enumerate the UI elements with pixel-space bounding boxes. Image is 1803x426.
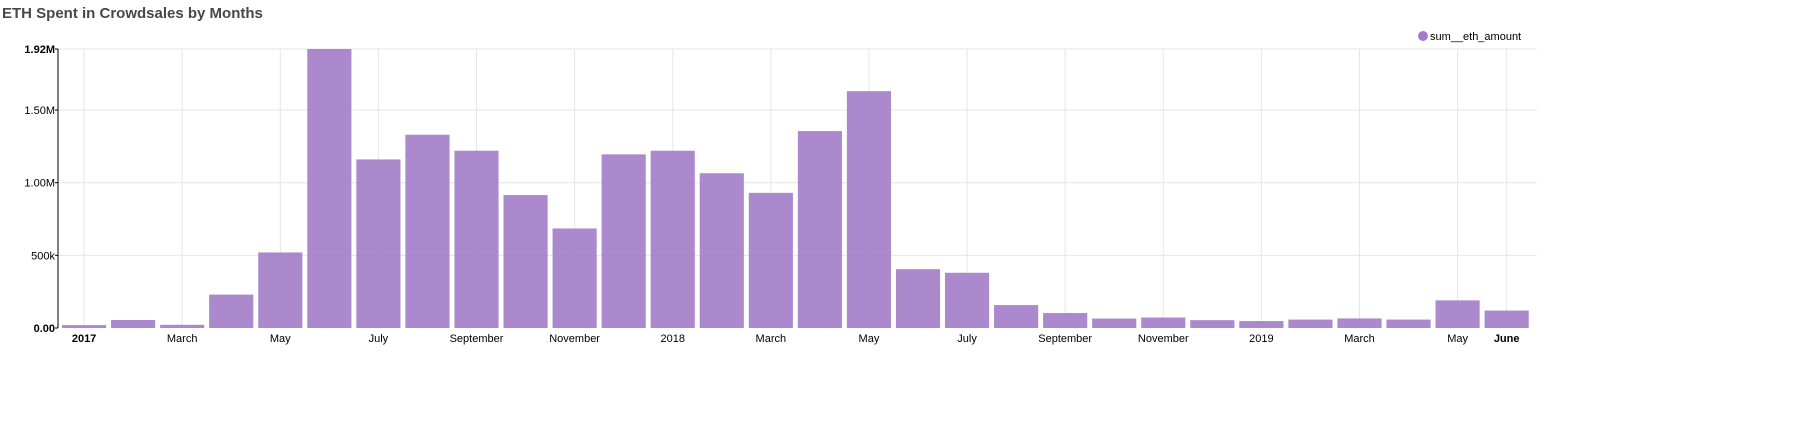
bar-2018-02: [699, 173, 744, 328]
bar-2019-05: [1435, 300, 1480, 328]
bar-2017-05: [258, 252, 303, 328]
bar-2017-08: [405, 134, 450, 328]
y-tick-label: 500k: [31, 250, 55, 262]
x-tick-label: November: [549, 333, 600, 345]
bar-2018-11: [1141, 317, 1186, 328]
bar-2017-11: [552, 228, 597, 328]
legend-label: sum__eth_amount: [1430, 31, 1521, 43]
bar-2018-07: [944, 272, 990, 328]
bar-2017-03: [160, 324, 205, 328]
y-axis-ticks: 0.00 500k 1.00M 1.50M 1.92M: [24, 44, 58, 335]
bar-2017-02: [111, 320, 156, 328]
bar-2017-06: [307, 49, 352, 328]
bar-2018-09: [1043, 313, 1088, 328]
bars: [62, 49, 1529, 328]
bar-2018-06: [895, 269, 941, 328]
legend-marker: [1418, 31, 1428, 41]
bar-2018-01: [650, 150, 695, 328]
bar-2017-09: [454, 150, 499, 328]
x-tick-label: March: [756, 333, 787, 345]
x-tick-label: September: [450, 333, 504, 345]
x-tick-label: May: [270, 333, 291, 345]
x-tick-label: July: [369, 333, 389, 345]
bar-2017-12: [601, 154, 646, 328]
bar-2018-08: [994, 305, 1039, 328]
bar-2019-01: [1239, 321, 1284, 328]
x-tick-label: September: [1038, 333, 1092, 345]
x-tick-label: July: [957, 333, 977, 345]
bar-2019-04: [1386, 319, 1431, 328]
bar-2018-04: [797, 131, 842, 328]
x-tick-label: March: [167, 333, 198, 345]
bar-2019-03: [1337, 318, 1382, 328]
y-tick-label: 1.92M: [24, 44, 55, 56]
x-axis-ticks: 2017 March May July September November 2018 Mar…: [72, 333, 1520, 345]
bar-2018-10: [1092, 318, 1137, 328]
chart-title: ETH Spent in Crowdsales by Months: [2, 5, 263, 22]
bar-2019-02: [1288, 319, 1333, 328]
bar-2018-03: [748, 192, 793, 328]
x-tick-label: 2019: [1249, 333, 1273, 345]
x-tick-label: 2017: [72, 333, 96, 345]
legend[interactable]: sum__eth_amount: [1418, 31, 1521, 43]
bar-2017-07: [356, 159, 401, 328]
x-tick-label: November: [1138, 333, 1189, 345]
bar-2018-05: [846, 91, 892, 328]
bar-2019-06: [1484, 310, 1529, 328]
x-tick-label: May: [1447, 333, 1468, 345]
bar-2017-01: [62, 325, 107, 328]
x-tick-label: March: [1344, 333, 1375, 345]
bar-2017-04: [209, 294, 254, 328]
y-tick-label: 1.50M: [24, 105, 55, 117]
x-tick-label: June: [1494, 333, 1520, 345]
x-tick-label: 2018: [660, 333, 684, 345]
bar-2018-12: [1190, 320, 1235, 328]
y-tick-label: 1.00M: [24, 178, 55, 190]
y-tick-label: 0.00: [34, 323, 55, 335]
x-tick-label: May: [859, 333, 880, 345]
bar-2017-10: [503, 195, 548, 328]
